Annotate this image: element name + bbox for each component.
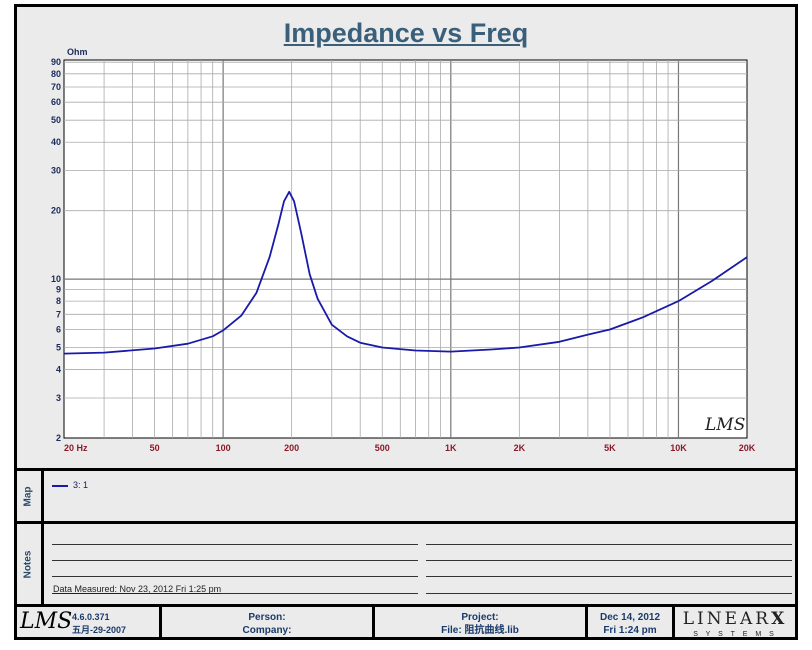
y-tick-label: 40 — [51, 137, 61, 147]
file: File: 阻抗曲线.lib — [441, 625, 519, 636]
y-tick-label: 10 — [51, 274, 61, 284]
y-tick-label: 6 — [56, 325, 61, 335]
note-line — [52, 560, 418, 561]
y-axis-label: Ohm — [67, 47, 88, 57]
data-measured: Data Measured: Nov 23, 2012 Fri 1:25 pm — [53, 584, 222, 594]
legend-entry: 3: 1 — [73, 480, 89, 490]
person: Person: — [248, 612, 286, 623]
y-tick-label: 4 — [56, 365, 61, 375]
company: Company: — [242, 625, 292, 636]
series-line — [63, 190, 748, 355]
x-tick-label: 500 — [375, 443, 390, 453]
notes-section — [14, 521, 798, 604]
y-tick-label: 90 — [51, 57, 61, 67]
note-line — [52, 544, 418, 545]
y-tick-label: 5 — [56, 343, 61, 353]
x-tick-label: 1K — [445, 443, 457, 453]
y-tick-label: 70 — [51, 82, 61, 92]
note-line — [52, 576, 418, 577]
x-tick-label: 20K — [739, 443, 756, 453]
x-tick-label: 50 — [150, 443, 160, 453]
y-tick-label: 20 — [51, 206, 61, 216]
note-line — [426, 576, 792, 577]
x-tick-label: 100 — [216, 443, 231, 453]
y-tick-label: 60 — [51, 97, 61, 107]
legend-swatch — [52, 485, 68, 487]
lms-watermark: LMS — [704, 415, 745, 435]
y-tick-label: 80 — [51, 69, 61, 79]
notes-side: Notes — [14, 524, 44, 604]
map-label: Map — [22, 486, 34, 507]
project: Project: — [461, 612, 499, 623]
footer: LMS 4.6.0.371 五月-29-2007 Person: Company:… — [14, 604, 798, 640]
plot-area — [63, 59, 748, 439]
y-tick-label: 8 — [56, 296, 61, 306]
note-line — [426, 593, 792, 594]
brand: LINEAR — [682, 609, 772, 629]
x-tick-label: 20 Hz — [64, 443, 88, 453]
x-tick-label: 2K — [514, 443, 526, 453]
y-tick-label: 2 — [56, 433, 61, 443]
note-line — [426, 544, 792, 545]
chart-title: Impedance vs Freq — [283, 18, 529, 48]
brand-sub: S Y S T E M S — [693, 631, 777, 638]
map-side: Map — [14, 471, 44, 524]
y-tick-label: 50 — [51, 115, 61, 125]
y-tick-label: 9 — [56, 285, 61, 295]
x-tick-label: 10K — [670, 443, 687, 453]
map-section — [14, 468, 798, 524]
date: Dec 14, 2012 — [599, 612, 661, 623]
time: Fri 1:24 pm — [603, 625, 657, 636]
x-tick-label: 200 — [284, 443, 299, 453]
note-line — [426, 560, 792, 561]
x-tick-label: 5K — [604, 443, 616, 453]
y-tick-label: 3 — [56, 393, 61, 403]
version: 4.6.0.371 — [72, 612, 110, 622]
brand-x: X — [771, 609, 788, 629]
note-line — [52, 593, 418, 594]
y-tick-label: 30 — [51, 166, 61, 176]
notes-label: Notes — [22, 550, 34, 579]
y-tick-label: 7 — [56, 309, 61, 319]
lms-logo: LMS — [20, 609, 73, 634]
version-date: 五月-29-2007 — [72, 625, 127, 635]
